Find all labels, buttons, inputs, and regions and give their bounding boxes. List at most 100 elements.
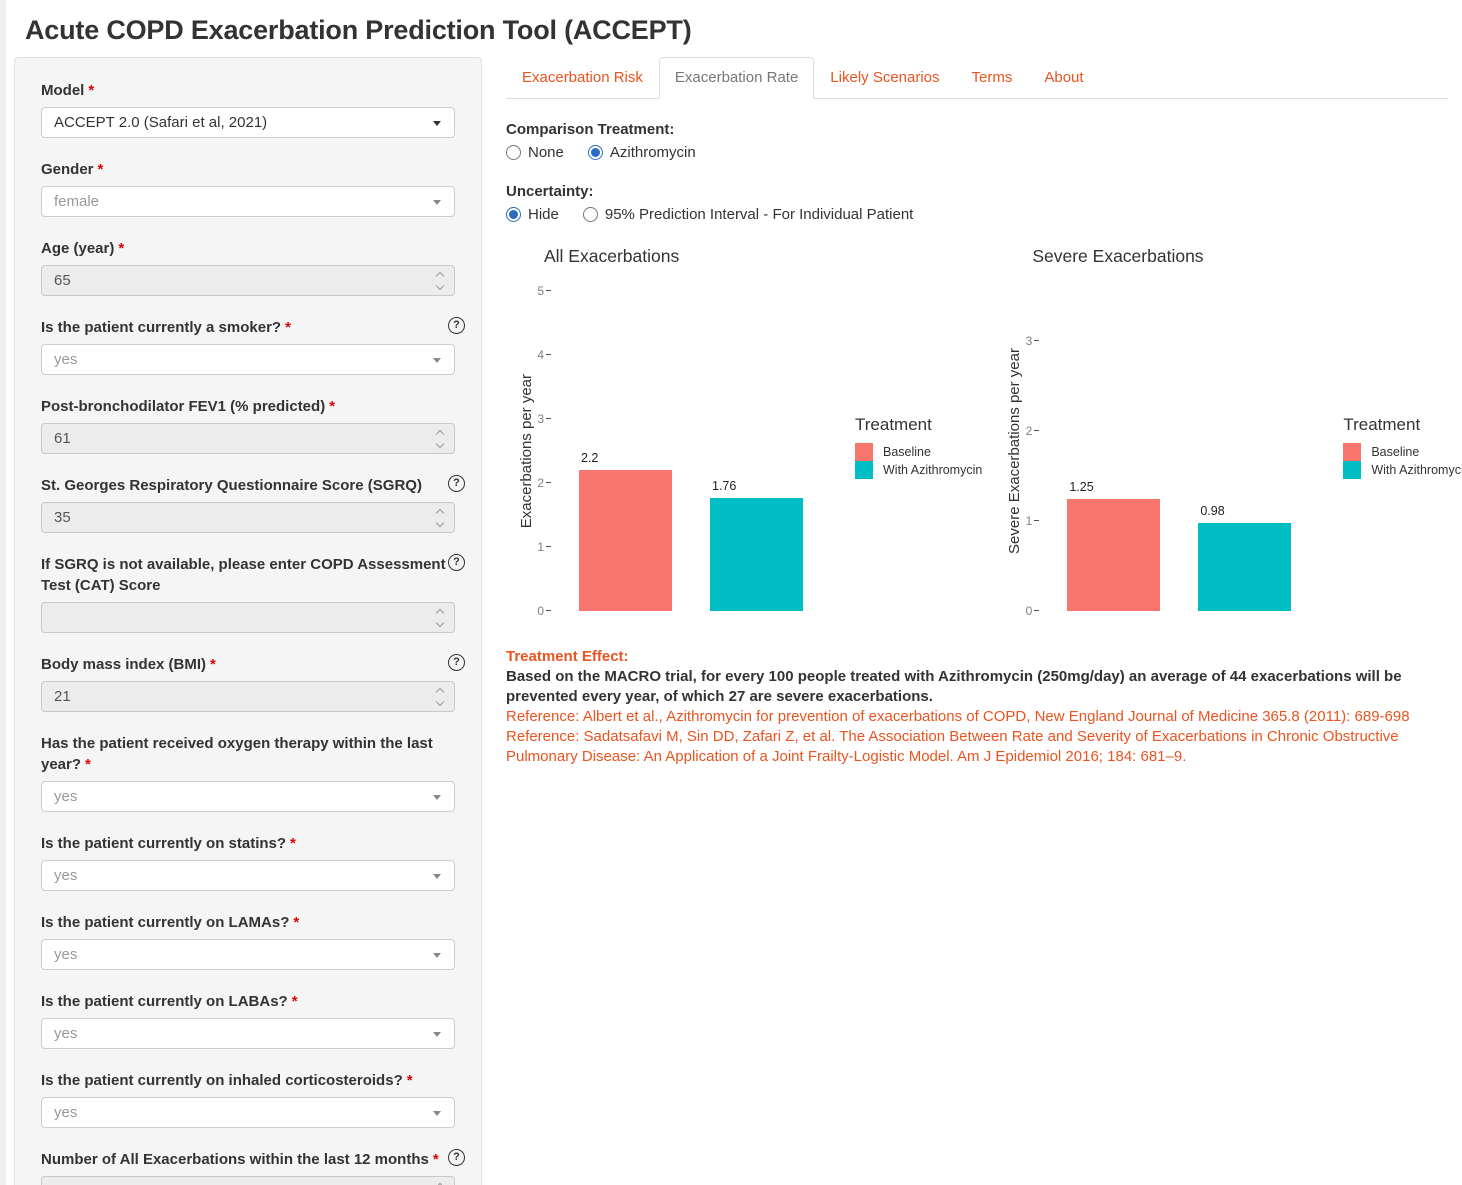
number-value: 35 <box>54 509 71 526</box>
y-tick-mark <box>546 546 551 547</box>
number-input-body-mass-index-bmi[interactable]: 21 <box>41 681 455 712</box>
tab-exacerbation-risk[interactable]: Exacerbation Risk <box>522 69 643 86</box>
main-panel: Exacerbation Risk Exacerbation Rate Likely… <box>506 57 1462 767</box>
caret-down-icon <box>433 1110 441 1116</box>
select-is-the-patient-currently-on-labas[interactable]: yes <box>41 1018 455 1049</box>
spinner-up-icon[interactable] <box>435 687 445 696</box>
field-label-text: Post-bronchodilator FEV1 (% predicted) <box>41 398 326 415</box>
number-spinner[interactable] <box>435 508 445 527</box>
number-input-post-bronchodilator-fev1-predicted[interactable]: 61 <box>41 423 455 454</box>
y-tick-mark <box>546 610 551 611</box>
select-is-the-patient-currently-on-statins[interactable]: yes <box>41 860 455 891</box>
radio-azithromycin[interactable]: Azithromycin <box>587 144 696 161</box>
field-model: Model * ACCEPT 2.0 (Safari et al, 2021) <box>41 80 455 138</box>
spinner-up-icon[interactable] <box>435 271 445 280</box>
required-asterisk: * <box>432 1151 439 1168</box>
field-label: Is the patient currently on LAMAs? * <box>41 912 455 933</box>
legend-swatch <box>855 461 873 479</box>
y-tick-mark <box>1034 610 1039 611</box>
caret-down-icon <box>433 873 441 879</box>
spinner-down-icon[interactable] <box>435 618 445 627</box>
required-asterisk: * <box>88 82 95 99</box>
help-icon[interactable]: ? <box>448 317 465 334</box>
legend-item-baseline: Baseline <box>855 443 982 461</box>
help-icon[interactable]: ? <box>448 554 465 571</box>
number-input-if-sgrq-is-not-available-please-enter-copd-asses[interactable] <box>41 602 455 633</box>
radio-input-95-prediction-interval-for-individual-patient[interactable] <box>582 207 598 222</box>
treatment-effect-reference-2: Reference: Sadatsafavi M, Sin DD, Zafari… <box>506 728 1399 765</box>
radio-none[interactable]: None <box>506 144 564 161</box>
radio-input-azithromycin[interactable] <box>587 145 603 160</box>
legend-swatch <box>855 443 873 461</box>
field-post-bronchodilator-fev1-predicted: Post-bronchodilator FEV1 (% predicted) * 6… <box>41 396 455 454</box>
select-is-the-patient-currently-a-smoker[interactable]: yes <box>41 344 455 375</box>
legend: Treatment Baseline With Azithromycin <box>855 415 982 611</box>
select-gender[interactable]: female <box>41 186 455 217</box>
number-input-st-georges-respiratory-questionnaire-score-sgrq[interactable]: 35 <box>41 502 455 533</box>
bar-with-azithromycin <box>1198 522 1292 611</box>
plot-area: 0 1 2 3 1.25 0.98 <box>1026 291 1307 618</box>
field-label-text: Has the patient received oxygen therapy … <box>41 735 433 773</box>
field-label: Post-bronchodilator FEV1 (% predicted) * <box>41 396 455 417</box>
select-is-the-patient-currently-on-inhaled-corticostero[interactable]: yes <box>41 1097 455 1128</box>
field-is-the-patient-currently-on-statins: Is the patient currently on statins? * yes <box>41 833 455 891</box>
spinner-up-icon[interactable] <box>435 608 445 617</box>
spinner-down-icon[interactable] <box>435 518 445 527</box>
field-is-the-patient-currently-on-lamas: Is the patient currently on LAMAs? * yes <box>41 912 455 970</box>
radio-hide[interactable]: Hide <box>506 206 559 223</box>
spinner-down-icon[interactable] <box>435 697 445 706</box>
field-gender: Gender * female <box>41 159 455 217</box>
legend-item-label: Baseline <box>883 445 931 459</box>
number-value: 61 <box>54 430 71 447</box>
comparison-treatment-group: Comparison Treatment: None Azithromycin <box>506 121 1448 161</box>
number-input-age-year[interactable]: 65 <box>41 265 455 296</box>
tab-likely-scenarios[interactable]: Likely Scenarios <box>830 69 940 86</box>
field-label-text: Is the patient currently a smoker? <box>41 319 282 336</box>
required-asterisk: * <box>85 756 91 773</box>
field-body-mass-index-bmi: Body mass index (BMI) *? 21 <box>41 654 465 712</box>
field-is-the-patient-currently-a-smoker: Is the patient currently a smoker? *? yes <box>41 317 465 375</box>
number-spinner[interactable] <box>435 608 445 627</box>
number-spinner[interactable] <box>435 271 445 290</box>
field-label-text: Is the patient currently on LAMAs? <box>41 914 290 931</box>
y-tick-mark <box>1034 520 1039 521</box>
chart-body: Severe Exacerbations per year 0 1 2 3 1.25 0.9… <box>1004 291 1462 618</box>
tab-about[interactable]: About <box>1044 69 1084 86</box>
select-model[interactable]: ACCEPT 2.0 (Safari et al, 2021) <box>41 107 455 138</box>
required-asterisk: * <box>329 398 336 415</box>
select-value: yes <box>54 867 78 884</box>
field-label-text: Is the patient currently on LABAs? <box>41 993 288 1010</box>
legend-title: Treatment <box>855 415 932 434</box>
spinner-up-icon[interactable] <box>435 508 445 517</box>
spinner-up-icon[interactable] <box>435 429 445 438</box>
spinner-down-icon[interactable] <box>435 281 445 290</box>
sidebar-form: Model * ACCEPT 2.0 (Safari et al, 2021) Gen… <box>14 57 482 1185</box>
select-is-the-patient-currently-on-lamas[interactable]: yes <box>41 939 455 970</box>
required-asterisk: * <box>97 161 104 178</box>
y-tick-label: 4 <box>537 348 544 362</box>
number-input-number-of-all-exacerbations-within-the-last-12-m[interactable]: 3 <box>41 1176 455 1185</box>
radio-input-hide[interactable] <box>506 207 521 222</box>
plot-area: 0 1 2 3 4 5 2.2 1.76 <box>537 284 819 618</box>
field-label-text: Model <box>41 82 85 99</box>
tab-exacerbation-rate[interactable]: Exacerbation Rate <box>658 57 815 99</box>
uncertainty-group: Uncertainty: Hide 95% Prediction Interval… <box>506 183 1448 223</box>
legend: Treatment Baseline With Azithromycin <box>1343 415 1462 611</box>
help-icon[interactable]: ? <box>448 1149 465 1166</box>
bar-with-azithromycin <box>710 498 803 611</box>
field-label: Body mass index (BMI) *? <box>41 654 465 675</box>
spinner-down-icon[interactable] <box>435 439 445 448</box>
select-has-the-patient-received-oxygen-therapy-within-t[interactable]: yes <box>41 781 455 812</box>
radio-input-none[interactable] <box>506 145 521 160</box>
number-spinner[interactable] <box>435 687 445 706</box>
y-tick-mark <box>546 482 551 483</box>
field-label-text: St. Georges Respiratory Questionnaire Sc… <box>41 477 422 494</box>
radio-95-prediction-interval-for-individual-patient[interactable]: 95% Prediction Interval - For Individual… <box>582 206 913 223</box>
number-spinner[interactable] <box>435 429 445 448</box>
y-tick-label: 0 <box>1025 604 1033 618</box>
tab-terms[interactable]: Terms <box>971 69 1013 86</box>
help-icon[interactable]: ? <box>448 654 465 671</box>
help-icon[interactable]: ? <box>448 475 465 492</box>
field-has-the-patient-received-oxygen-therapy-within-t: Has the patient received oxygen therapy … <box>41 733 455 812</box>
field-label-text: If SGRQ is not available, please enter C… <box>41 556 446 594</box>
